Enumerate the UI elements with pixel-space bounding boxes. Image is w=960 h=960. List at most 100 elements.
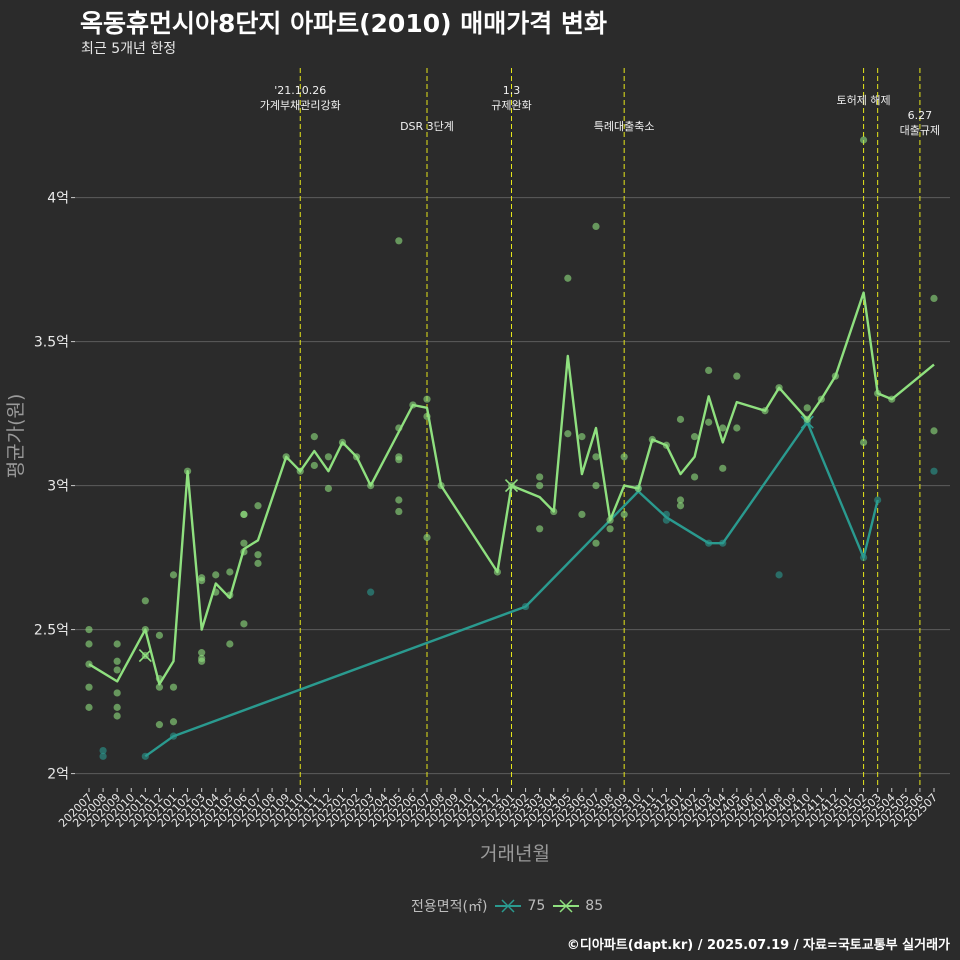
x-axis: 2020072020082020092020102020112020122021… bbox=[56, 788, 940, 830]
data-point bbox=[620, 453, 628, 461]
data-point bbox=[423, 395, 431, 403]
data-point bbox=[240, 510, 248, 518]
data-point bbox=[592, 222, 600, 230]
event-label: 규제완화 bbox=[491, 99, 531, 112]
data-point bbox=[169, 718, 178, 726]
data-point bbox=[113, 666, 121, 674]
data-point bbox=[113, 712, 121, 720]
data-point bbox=[719, 424, 727, 432]
data-point bbox=[85, 703, 93, 711]
data-point bbox=[690, 473, 699, 481]
data-point bbox=[859, 438, 868, 446]
data-point bbox=[690, 433, 699, 441]
data-point bbox=[99, 752, 107, 760]
data-point bbox=[395, 507, 403, 516]
series-line bbox=[144, 421, 879, 758]
y-tick-label: 2.5억 bbox=[34, 623, 69, 639]
event-label: 가계부채관리강화 bbox=[260, 99, 341, 112]
data-point bbox=[85, 626, 93, 634]
data-point bbox=[930, 294, 938, 302]
data-point bbox=[226, 640, 234, 648]
data-point bbox=[155, 683, 164, 691]
event-label: 6.27 bbox=[908, 109, 933, 122]
data-point bbox=[803, 404, 811, 412]
data-point bbox=[395, 456, 403, 464]
chart-title: 옥동휴먼시아8단지 아파트(2010) 매매가격 변화 bbox=[80, 9, 607, 38]
data-point bbox=[155, 631, 164, 639]
highlight-marker bbox=[138, 648, 152, 663]
legend-label-75: 75 bbox=[527, 898, 546, 914]
event-label: DSR 3단계 bbox=[400, 120, 454, 133]
data-point bbox=[592, 539, 600, 547]
data-point bbox=[113, 689, 121, 697]
data-point bbox=[859, 136, 868, 144]
grid-lines bbox=[75, 197, 950, 775]
data-point bbox=[85, 640, 93, 648]
data-point bbox=[310, 433, 318, 441]
data-point bbox=[169, 571, 178, 579]
data-point bbox=[198, 649, 206, 657]
data-point bbox=[733, 424, 741, 432]
data-point bbox=[240, 620, 248, 628]
chart-subtitle: 최근 5개년 한정 bbox=[81, 41, 177, 57]
data-point bbox=[578, 510, 586, 518]
legend-label-85: 85 bbox=[585, 898, 604, 914]
event-label: '21.10.26 bbox=[274, 84, 326, 97]
data-point bbox=[564, 430, 572, 438]
series-line bbox=[88, 291, 935, 686]
data-point bbox=[719, 464, 727, 472]
data-point bbox=[367, 588, 375, 596]
legend: 전용면적(㎡) 75 85 bbox=[411, 896, 603, 916]
data-point bbox=[705, 366, 713, 374]
data-point bbox=[113, 703, 121, 711]
data-point bbox=[930, 467, 938, 475]
data-point bbox=[113, 657, 121, 665]
x-axis-label: 거래년월 bbox=[480, 843, 550, 865]
data-point bbox=[705, 418, 713, 426]
data-point bbox=[536, 525, 544, 533]
data-point bbox=[254, 502, 262, 510]
legend-key-75 bbox=[495, 899, 522, 913]
event-label: 대출규제 bbox=[900, 124, 940, 137]
data-point bbox=[254, 551, 262, 559]
data-point bbox=[141, 597, 149, 605]
data-point bbox=[578, 433, 586, 441]
data-point bbox=[310, 461, 318, 470]
data-point bbox=[620, 510, 628, 518]
data-point bbox=[85, 683, 93, 691]
data-point bbox=[676, 415, 685, 423]
data-point bbox=[676, 496, 685, 504]
data-point bbox=[676, 502, 685, 510]
data-point bbox=[113, 640, 121, 648]
y-tick-label: 2억 bbox=[47, 767, 69, 783]
data-point bbox=[212, 571, 220, 579]
data-point bbox=[169, 683, 178, 691]
data-point bbox=[99, 746, 107, 755]
event-label: 토허제 해제 bbox=[837, 93, 891, 107]
legend-key-85 bbox=[553, 899, 580, 913]
data-point bbox=[395, 496, 403, 504]
event-label: 1.3 bbox=[503, 84, 521, 97]
data-point bbox=[592, 482, 600, 490]
data-point bbox=[324, 484, 333, 493]
data-point bbox=[536, 482, 544, 490]
y-tick-label: 3억 bbox=[47, 479, 69, 495]
data-point bbox=[733, 372, 741, 380]
data-point bbox=[536, 473, 544, 481]
series-85 bbox=[85, 136, 938, 729]
y-axis: 2억 2.5억 3억 3.5억 4억 bbox=[34, 191, 75, 783]
series-75 bbox=[99, 415, 938, 760]
event-label: 특례대출축소 bbox=[594, 120, 655, 133]
data-point bbox=[564, 274, 572, 282]
data-point bbox=[198, 577, 206, 585]
data-point bbox=[324, 453, 333, 461]
data-point bbox=[423, 533, 431, 542]
highlight-marker bbox=[504, 479, 519, 493]
data-point bbox=[198, 657, 206, 665]
data-point bbox=[592, 453, 600, 461]
data-point bbox=[240, 539, 248, 547]
y-tick-label: 4억 bbox=[47, 191, 69, 207]
data-point bbox=[395, 237, 403, 245]
source-caption: ©디아파트(dapt.kr) / 2025.07.19 / 자료=국토교통부 실… bbox=[566, 938, 950, 953]
